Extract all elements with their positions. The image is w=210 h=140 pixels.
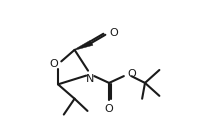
Text: O: O: [49, 59, 58, 69]
Text: N: N: [86, 74, 94, 84]
Polygon shape: [74, 40, 93, 50]
Text: O: O: [128, 69, 136, 79]
Text: O: O: [105, 104, 113, 115]
Text: O: O: [109, 28, 118, 38]
